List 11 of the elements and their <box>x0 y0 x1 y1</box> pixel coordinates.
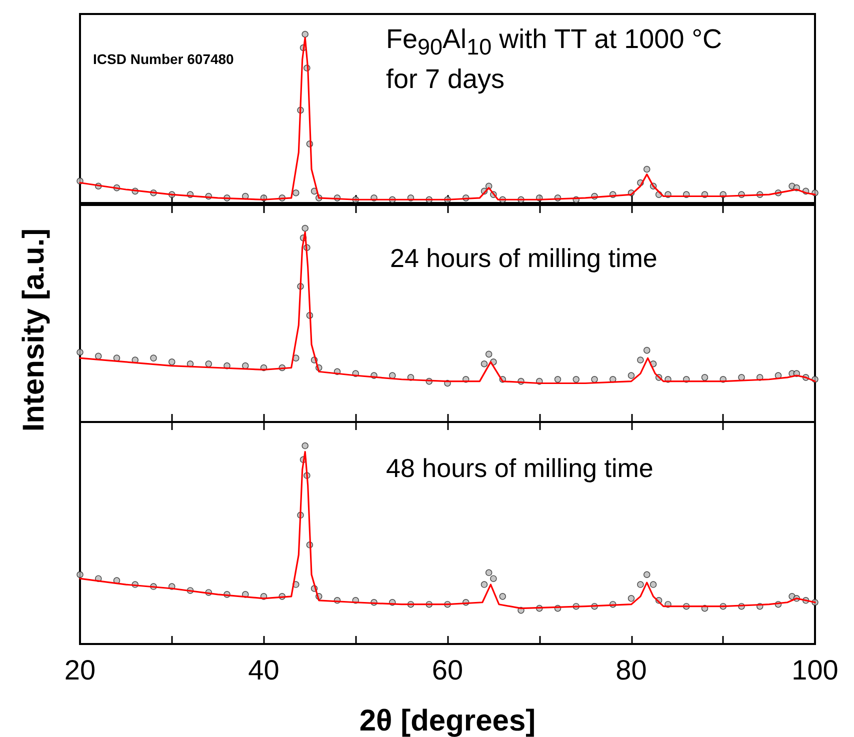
x-tick-label: 60 <box>432 654 464 686</box>
annotation: ICSD Number 607480 <box>93 50 235 68</box>
x-tick-label: 40 <box>248 654 280 686</box>
y-axis-title: Intensity [a.u.] <box>17 228 52 432</box>
annotation: Fe$_{90}$Al$_{10}$ with TT at 1000 °C for 7 days <box>386 23 724 96</box>
x-axis-title: 2θ [degrees] <box>359 704 536 737</box>
x-tick-label: 80 <box>616 654 647 686</box>
x-tick-label: 20 <box>64 654 96 686</box>
annotation: 24 hours of milling time <box>390 242 658 275</box>
x-tick-label: 100 <box>792 654 838 686</box>
annotation: 48 hours of milling time <box>386 452 654 485</box>
